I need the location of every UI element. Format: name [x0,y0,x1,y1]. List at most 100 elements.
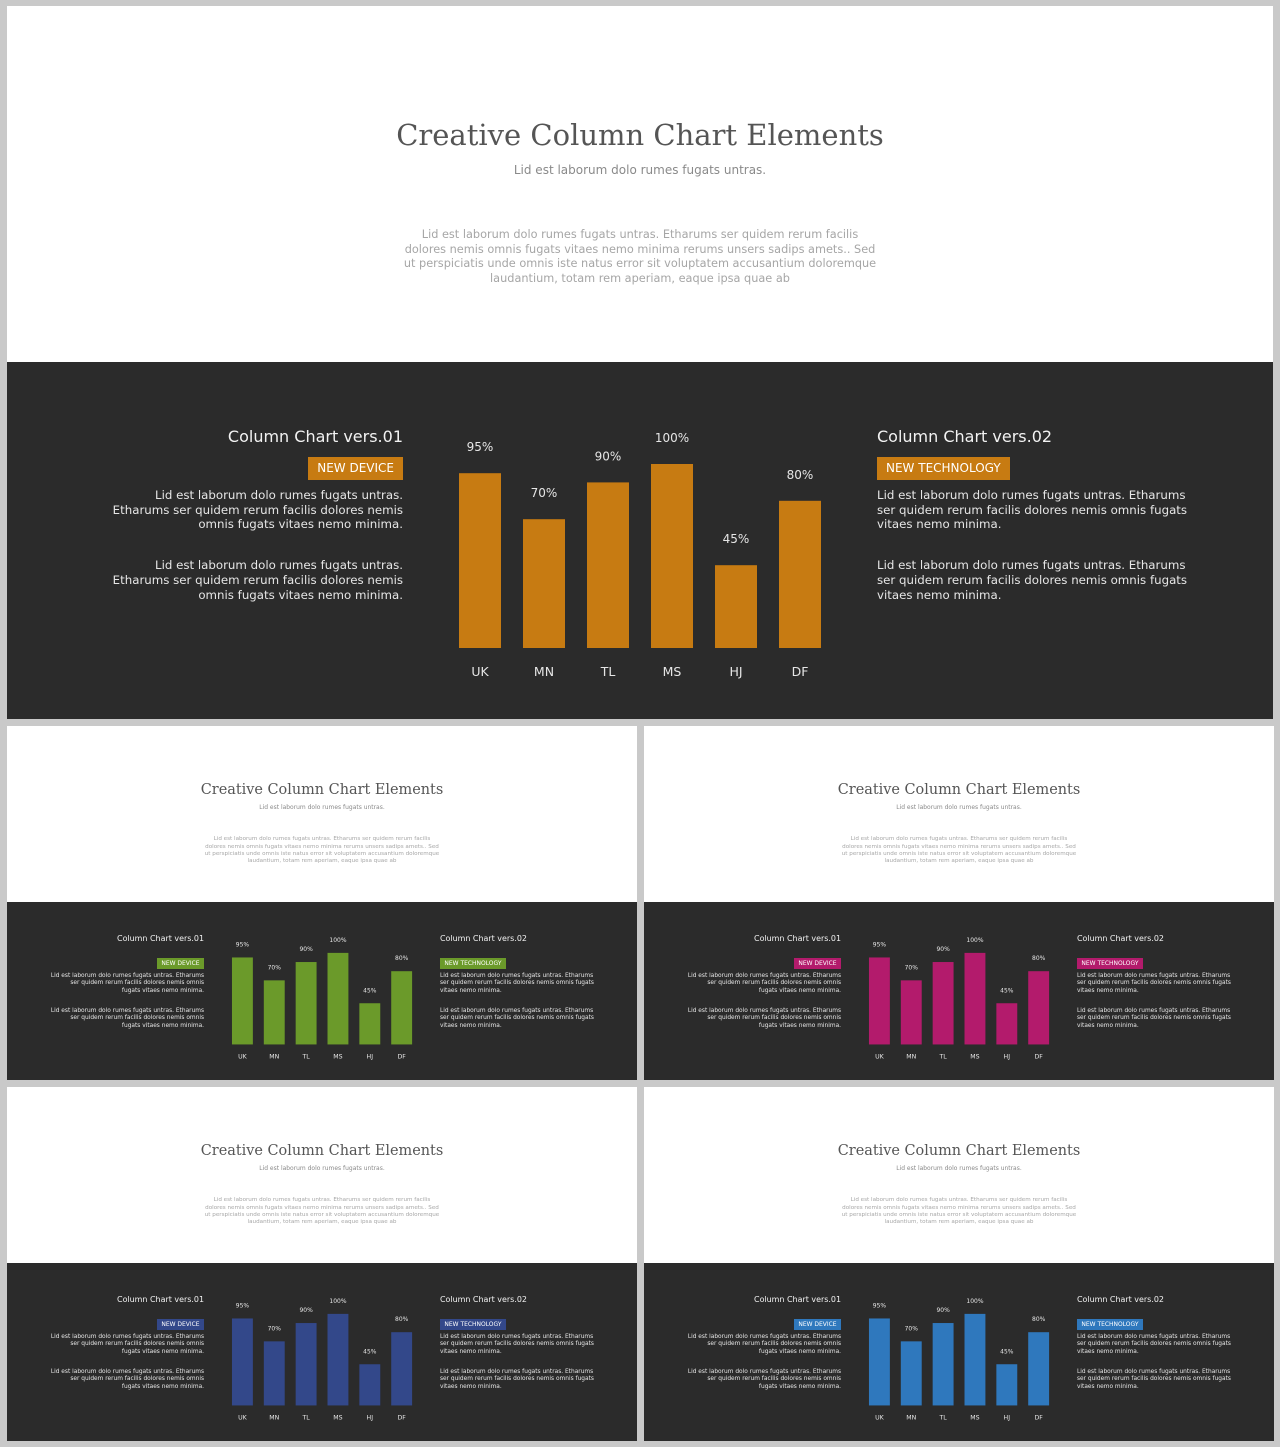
right-chart-heading: Column Chart vers.02 [877,427,1053,446]
category-label: TL [600,664,616,679]
left-paragraph: Lid est laborum dolo rumes fugats untras… [50,1368,205,1390]
data-label: 45% [1000,988,1014,995]
data-label: 95% [873,942,887,949]
right-badge-row: NEW TECHNOLOGY [1076,950,1234,970]
data-label: 100% [329,1298,346,1305]
bar-mn [263,980,285,1045]
category-label: MN [906,1415,916,1422]
right-paragraph: Lid est laborum dolo rumes fugats untras… [1076,1334,1231,1355]
column-chart-svg: 95% UK 70% MN 90% TL 100% MS 45% HJ 80% DF [231,937,413,1061]
bar-df [779,500,821,648]
chart-section: Column Chart vers.01 NEW DEVICE Lid est la… [7,1263,637,1441]
left-chart-heading: Column Chart vers.01 [117,934,205,944]
left-paragraph: Lid est laborum dolo rumes fugats untras… [687,1334,842,1355]
left-panel: Column Chart vers.01 NEW DEVICE Lid est la… [50,1295,205,1391]
data-label: 70% [905,965,919,972]
category-label: MN [906,1054,916,1061]
left-badge: NEW DEVICE [308,457,403,480]
right-badge: NEW TECHNOLOGY [1076,1318,1143,1331]
bar-tl [932,1323,954,1406]
left-panel: Column Chart vers.01 NEW DEVICE Lid est la… [688,934,842,1030]
data-label: 95% [236,942,250,949]
left-chart-heading: Column Chart vers.01 [117,1295,205,1305]
category-label: MS [663,664,682,679]
right-paragraph: Lid est laborum dolo rumes fugats untras… [1076,1368,1231,1390]
bar-ms [327,953,349,1045]
left-paragraph: Lid est laborum dolo rumes fugats untras… [50,1007,205,1029]
data-label: 80% [1032,1316,1046,1323]
data-label: 90% [936,1307,950,1314]
bar-hj [359,1364,381,1406]
left-badge-row: NEW DEVICE [688,950,842,970]
data-label: 80% [1032,955,1046,962]
bar-mn [263,1341,285,1406]
column-chart: 95% UK 70% MN 90% TL 100% MS 45% HJ 80% DF [862,928,1071,1072]
data-label: 100% [966,1298,983,1305]
column-chart: 95% UK 70% MN 90% TL 100% MS 45% HJ 80% DF [862,1289,1071,1433]
data-label: 45% [363,988,377,995]
right-panel: Column Chart vers.02 NEW TECHNOLOGY Lid es… [1076,1295,1234,1391]
bar-uk [868,957,890,1045]
slide-subtitle: Lid est laborum dolo rumes fugats untras… [896,804,1022,812]
right-paragraph: Lid est laborum dolo rumes fugats untras… [877,488,1188,532]
bar-mn [900,1341,922,1406]
data-label: 90% [595,449,622,463]
left-paragraph: Lid est laborum dolo rumes fugats untras… [687,1368,842,1390]
category-label: UK [238,1415,248,1422]
left-badge-row: NEW DEVICE [51,1311,205,1331]
data-label: 100% [655,431,689,445]
left-paragraph: Lid est laborum dolo rumes fugats untras… [112,558,403,602]
category-label: HJ [1004,1415,1011,1422]
right-paragraph: Lid est laborum dolo rumes fugats untras… [439,1334,594,1355]
category-label: HJ [1004,1054,1011,1061]
left-badge: NEW DEVICE [156,957,205,970]
data-label: 70% [531,486,558,500]
bar-uk [459,473,501,648]
slide: Creative Column Chart Elements Lid est la… [7,726,637,1080]
left-panel: Column Chart vers.01 NEW DEVICE Lid est la… [687,1295,842,1391]
data-label: 45% [1000,1349,1014,1356]
left-paragraph: Lid est laborum dolo rumes fugats untras… [112,488,403,532]
category-label: TL [301,1415,310,1422]
right-badge: NEW TECHNOLOGY [439,957,506,970]
slide-title: Creative Column Chart Elements [200,1142,444,1159]
right-badge-row: NEW TECHNOLOGY [439,950,597,970]
slide-header: Creative Column Chart Elements Lid est la… [7,1087,637,1265]
slide-title: Creative Column Chart Elements [837,781,1081,798]
slide-description: Lid est laborum dolo rumes fugats untras… [841,836,1077,865]
bar-ms [964,953,986,1045]
bar-df [391,971,413,1045]
bar-tl [932,962,954,1045]
slide-description: Lid est laborum dolo rumes fugats untras… [841,1197,1077,1226]
right-panel: Column Chart vers.02 NEW TECHNOLOGY Lid es… [877,426,1192,602]
category-label: DF [397,1415,406,1422]
slide-subtitle: Lid est laborum dolo rumes fugats untras… [513,163,767,177]
right-paragraph: Lid est laborum dolo rumes fugats untras… [439,1368,594,1390]
left-badge: NEW DEVICE [793,1318,842,1331]
right-badge-row: NEW TECHNOLOGY [439,1311,597,1331]
bar-tl [295,962,317,1045]
bar-uk [231,1318,253,1406]
bar-ms [964,1314,986,1406]
category-label: MN [269,1054,279,1061]
data-label: 70% [268,965,282,972]
right-paragraph: Lid est laborum dolo rumes fugats untras… [877,558,1188,602]
right-badge: NEW TECHNOLOGY [877,457,1010,480]
column-chart-svg: 95% UK 70% MN 90% TL 100% MS 45% HJ 80% DF [459,431,821,679]
bar-tl [295,1323,317,1406]
left-chart-heading: Column Chart vers.01 [227,427,403,446]
left-chart-heading: Column Chart vers.01 [754,934,842,944]
right-panel: Column Chart vers.02 NEW TECHNOLOGY Lid es… [439,934,597,1030]
right-panel: Column Chart vers.02 NEW TECHNOLOGY Lid es… [1076,934,1234,1030]
slide-header: Creative Column Chart Elements Lid est la… [7,726,637,904]
category-label: DF [397,1054,406,1061]
bar-hj [359,1003,381,1045]
slide-title: Creative Column Chart Elements [837,1142,1081,1159]
left-badge-row: NEW DEVICE [688,1311,842,1331]
left-chart-heading: Column Chart vers.01 [754,1295,842,1305]
bar-df [391,1332,413,1406]
data-label: 80% [395,955,409,962]
bar-mn [523,519,565,648]
slide-title: Creative Column Chart Elements [200,781,444,798]
slide-title: Creative Column Chart Elements [396,118,884,152]
